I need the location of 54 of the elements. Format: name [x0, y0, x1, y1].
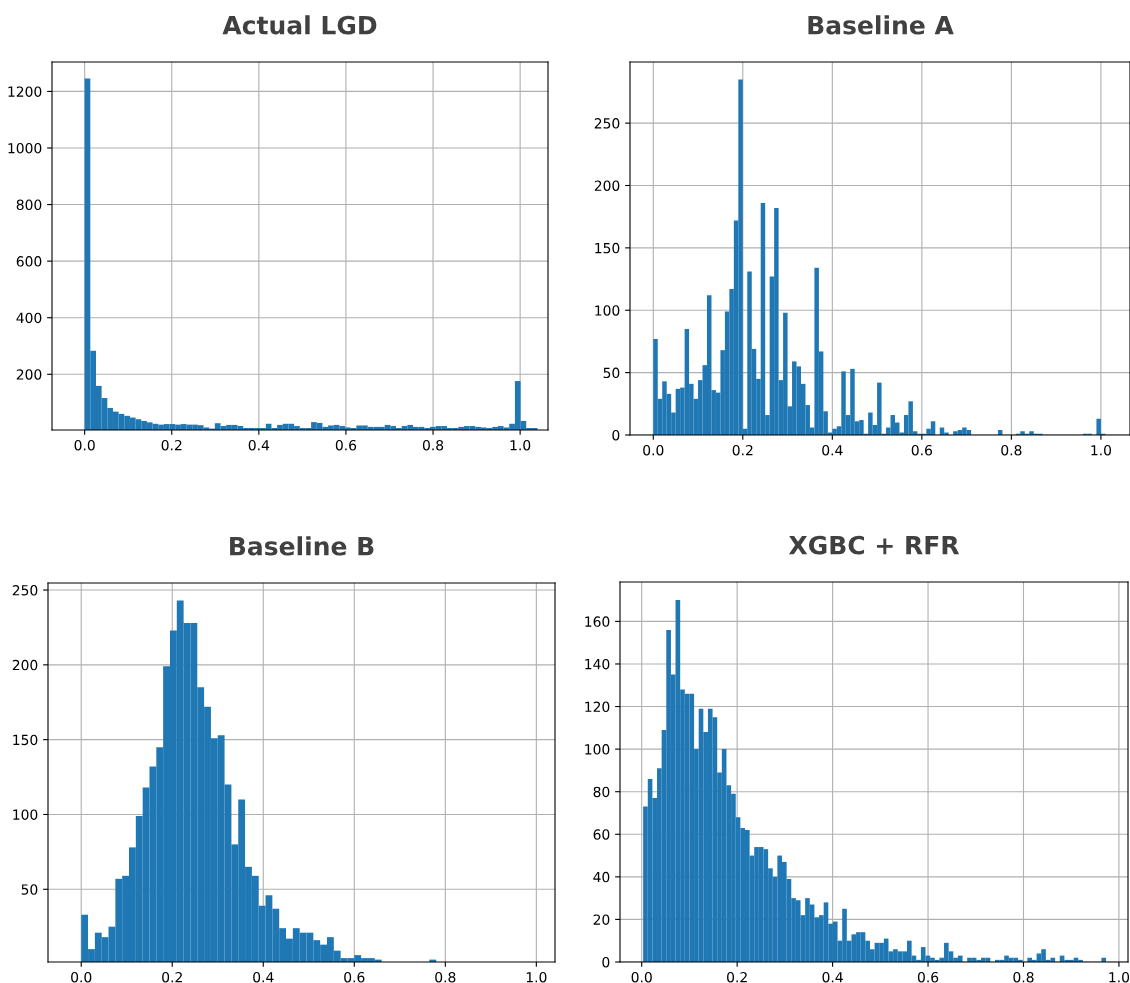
x-tick-label: 0.2: [727, 971, 747, 983]
y-tick-label: 200: [12, 659, 38, 671]
x-tick-label: 0.0: [643, 444, 664, 456]
y-tick-label: 140: [585, 658, 610, 670]
x-tick-label: 0.4: [253, 971, 274, 983]
y-tick-label: 120: [585, 701, 610, 713]
x-tick-label: 0.4: [248, 439, 270, 451]
y-tick-label: 600: [16, 256, 42, 267]
y-tick-label: 800: [16, 199, 42, 211]
x-tick-label: 1.0: [526, 971, 547, 983]
y-tick-label: 150: [595, 242, 620, 254]
x-tick-label: 0.0: [74, 439, 95, 451]
y-tick-label: 100: [585, 744, 610, 755]
chart-title: Baseline A: [808, 15, 954, 35]
x-tick-label: 0.8: [1013, 971, 1034, 983]
x-tick-label: 0.4: [822, 444, 843, 456]
x-tick-label: 0.8: [422, 439, 444, 451]
x-tick-label: 0.2: [161, 439, 182, 451]
y-tick-label: 1200: [8, 86, 42, 97]
y-tick-label: 50: [603, 367, 620, 379]
y-tick-label: 200: [594, 180, 620, 191]
x-tick-label: 1.0: [1109, 971, 1130, 983]
x-tick-label: 0.6: [917, 971, 939, 983]
y-tick-label: 20: [593, 914, 610, 925]
y-tick-label: 40: [593, 871, 610, 883]
y-tick-label: 0: [612, 429, 620, 441]
y-tick-label: 200: [16, 369, 42, 380]
x-tick-label: 0.4: [822, 971, 843, 983]
y-tick-label: 1000: [8, 142, 42, 154]
y-tick-label: 80: [593, 786, 610, 798]
x-tick-label: 0.6: [911, 444, 933, 456]
y-tick-label: 160: [585, 616, 610, 627]
chart-title: Baseline B: [230, 536, 374, 556]
chart-title: Actual LGD: [222, 15, 377, 35]
y-tick-label: 60: [593, 829, 610, 840]
y-tick-label: 250: [594, 118, 620, 129]
x-tick-label: 0.0: [631, 971, 652, 983]
chart-title: XGBC + RFR: [788, 535, 960, 555]
x-tick-label: 0.0: [71, 971, 92, 983]
x-tick-label: 0.2: [162, 971, 182, 983]
y-tick-label: 150: [13, 734, 38, 746]
x-tick-label: 0.2: [732, 444, 753, 456]
x-tick-label: 0.8: [435, 971, 456, 983]
y-tick-label: 50: [21, 884, 38, 895]
y-tick-label: 100: [595, 305, 620, 316]
x-tick-label: 0.6: [335, 439, 357, 451]
x-tick-label: 1.0: [510, 439, 531, 451]
y-tick-label: 100: [13, 809, 38, 820]
y-tick-label: 0: [602, 956, 610, 968]
x-tick-label: 0.8: [1001, 444, 1022, 456]
y-tick-label: 400: [16, 312, 42, 324]
x-tick-label: 1.0: [1091, 444, 1112, 456]
y-tick-label: 250: [12, 585, 38, 596]
x-tick-label: 0.6: [344, 971, 365, 983]
